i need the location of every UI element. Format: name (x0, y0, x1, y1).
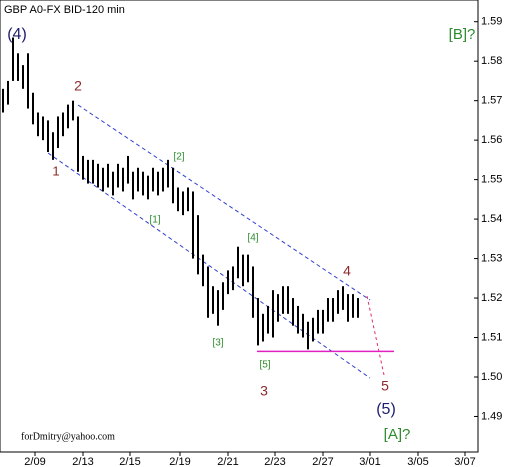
x-tick-label: 2/19 (169, 456, 190, 467)
annotation: [2] (173, 152, 184, 163)
annotation: forDmitry@yahoo.com (21, 431, 115, 442)
annotation: [B]? (449, 26, 476, 43)
y-tick-label: 1.52 (481, 292, 502, 304)
annotation: [A]? (384, 426, 411, 443)
x-tick-label: 2/23 (264, 456, 285, 467)
channel-upper (77, 104, 371, 301)
x-tick-label: 2/13 (72, 456, 93, 467)
x-tick-label: 2/27 (312, 456, 333, 467)
annotation: [5] (259, 360, 270, 371)
y-tick-label: 1.50 (481, 371, 502, 383)
x-tick-label: 2/21 (217, 456, 238, 467)
annotation: [4] (247, 233, 258, 244)
annotation: 2 (74, 78, 82, 94)
annotation: [1] (149, 215, 160, 226)
y-tick-label: 1.54 (481, 213, 502, 225)
channel-lower (47, 152, 371, 379)
x-tick-label: 3/07 (454, 456, 475, 467)
projection (366, 295, 385, 376)
x-tick-label: 3/05 (407, 456, 428, 467)
x-tick-label: 3/01 (359, 456, 380, 467)
plot-frame (0, 0, 479, 453)
annotation: 1 (52, 163, 59, 178)
annotation: (4) (7, 26, 27, 43)
y-tick-label: 1.51 (481, 331, 502, 343)
y-tick-label: 1.49 (481, 410, 502, 422)
annotation: 4 (343, 263, 351, 279)
y-tick-label: 1.55 (481, 174, 502, 186)
x-tick-label: 2/09 (24, 456, 45, 467)
y-tick-label: 1.56 (481, 134, 502, 146)
chart-title: GBP A0-FX BID-120 min (4, 4, 125, 16)
annotation: [3] (212, 338, 223, 349)
annotation: 3 (260, 383, 268, 399)
annotation: (5) (376, 401, 396, 418)
y-tick-label: 1.57 (481, 95, 502, 107)
y-tick-label: 1.58 (481, 55, 502, 67)
x-tick-label: 2/15 (119, 456, 140, 467)
annotation: 5 (381, 378, 389, 394)
y-tick-label: 1.53 (481, 252, 502, 264)
y-tick-label: 1.59 (481, 16, 502, 28)
